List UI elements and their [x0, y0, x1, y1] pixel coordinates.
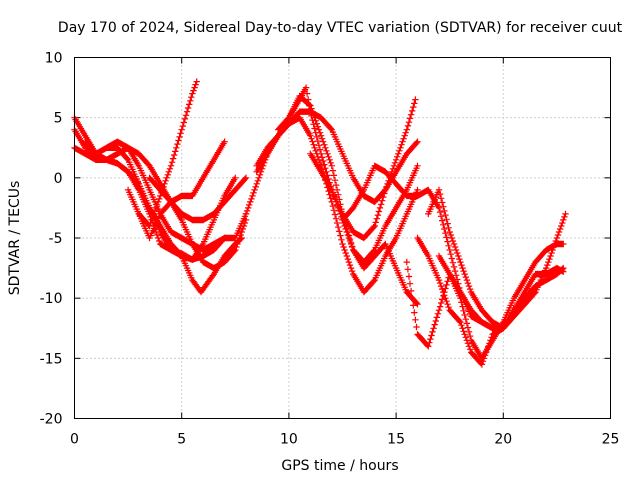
data-points [71, 78, 569, 368]
y-tick-label: 0 [54, 171, 63, 187]
series-marks [403, 240, 567, 362]
y-axis-label: SDTVAR / TECUs [7, 181, 23, 296]
y-tick-label: -5 [49, 231, 63, 247]
y-tick-label: 10 [45, 51, 63, 67]
series-marks [146, 174, 250, 224]
x-tick-label: 5 [177, 432, 186, 448]
y-tick-label: -20 [40, 412, 63, 428]
series-marks [435, 210, 569, 332]
series-marks [425, 186, 567, 332]
series-marks [135, 78, 200, 230]
axis-tick-labels: 0 5 10 15 20 25 -20 -15 -10 -5 0 5 10 [40, 51, 620, 448]
series-track-18 [435, 210, 569, 332]
series-marks [253, 114, 421, 296]
series-track-11 [253, 114, 421, 296]
x-tick-label: 0 [70, 432, 79, 448]
series-track-17 [425, 186, 567, 332]
series-track-8 [146, 174, 250, 224]
x-tick-label: 25 [602, 432, 620, 448]
y-tick-label: -15 [40, 351, 63, 367]
x-tick-label: 10 [280, 432, 298, 448]
x-axis-label: GPS time / hours [281, 458, 398, 474]
y-tick-label: -10 [40, 291, 63, 307]
plot-frame [74, 57, 611, 419]
y-tick-label: 5 [54, 111, 63, 127]
x-tick-label: 15 [387, 432, 405, 448]
series-track-7 [135, 78, 200, 230]
x-tick-label: 20 [494, 432, 512, 448]
chart-title: Day 170 of 2024, Sidereal Day-to-day VTE… [58, 20, 623, 36]
series-track-15 [403, 240, 567, 362]
